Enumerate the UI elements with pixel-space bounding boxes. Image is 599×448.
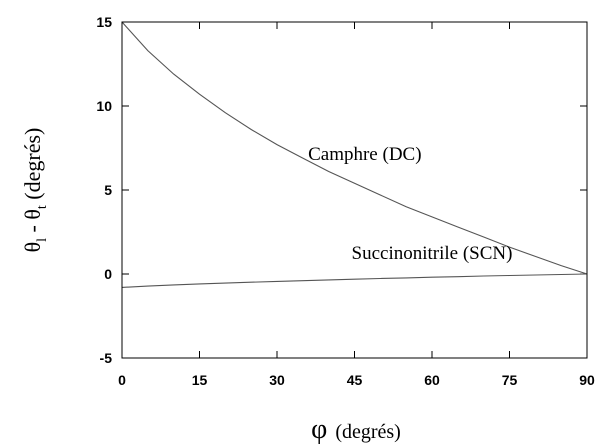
x-tick-label-6: 90 [579, 372, 595, 388]
x-tick-label-3: 45 [347, 372, 363, 388]
y-tick-label-2: 5 [104, 182, 112, 198]
y-axis-label-theta: θ [20, 242, 45, 253]
y-axis-label-theta-2: θ [20, 209, 45, 220]
annotations: Camphre (DC) Succinonitrile (SCN) [308, 144, 512, 264]
plot-frame [121, 21, 588, 359]
x-axis-label-text: (degrés) [335, 421, 401, 443]
x-tick-label-4: 60 [424, 372, 440, 388]
x-tick-label-2: 30 [269, 372, 285, 388]
series-annotation-1: Succinonitrile (SCN) [352, 243, 513, 264]
y-tick-label-4: 15 [96, 14, 112, 30]
series-line-1 [121, 273, 588, 288]
x-tick-label-0: 0 [118, 372, 126, 388]
x-axis-label: φ (degrés) [311, 414, 401, 445]
y-axis-label-minus: - [20, 220, 45, 238]
y-axis-label-unit: (degrés) [20, 128, 45, 206]
y-axis-label-sub-l: l [35, 238, 50, 242]
ticks: 0 15 30 45 60 75 90 -5 0 5 10 15 [96, 14, 595, 388]
y-tick-label-1: 0 [104, 266, 112, 282]
x-axis-label-symbol: φ [311, 414, 327, 445]
x-tick-label-1: 15 [192, 372, 208, 388]
y-tick-label-0: -5 [100, 350, 113, 366]
y-axis-label: θl - θt (degrés) [20, 128, 50, 253]
series-line-0 [121, 21, 588, 275]
series-annotation-0: Camphre (DC) [308, 144, 421, 165]
y-axis-label-sub-t: t [35, 205, 50, 209]
series [121, 21, 588, 288]
x-tick-label-5: 75 [502, 372, 518, 388]
y-tick-label-3: 10 [96, 98, 112, 114]
